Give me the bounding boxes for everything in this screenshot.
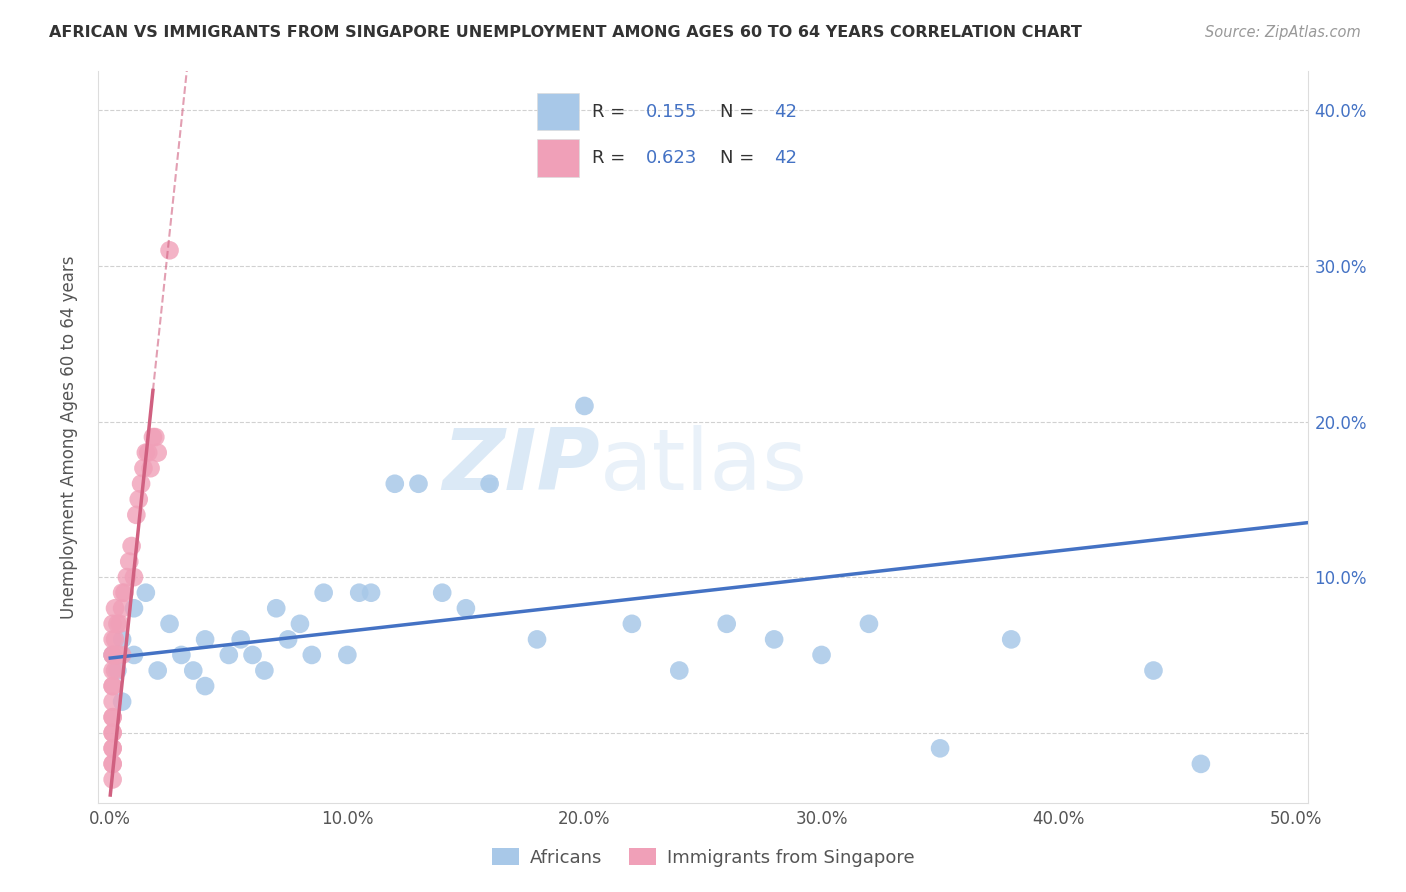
Point (136, 445, 159, 459)
Point (194, 679, 217, 693)
Point (159, 616, 181, 631)
Point (181, 664, 204, 678)
Point (146, 664, 169, 678)
Point (432, 585, 454, 599)
Point (104, 664, 127, 678)
Point (478, 476, 501, 491)
Point (1142, 664, 1164, 678)
Point (101, 741, 124, 756)
Point (668, 664, 690, 678)
Point (810, 648, 832, 662)
Point (360, 585, 382, 599)
Point (101, 648, 124, 662)
Point (129, 476, 152, 491)
Point (408, 476, 430, 491)
Legend: Africans, Immigrants from Singapore: Africans, Immigrants from Singapore (484, 841, 922, 874)
Point (146, 445, 169, 459)
Point (1189, 756, 1212, 771)
Point (101, 725, 124, 739)
Point (115, 570, 138, 584)
Point (101, 632, 124, 647)
Point (143, 430, 166, 444)
Point (111, 695, 134, 709)
Point (135, 585, 157, 599)
Point (104, 632, 127, 647)
Point (526, 632, 548, 647)
Y-axis label: Unemployment Among Ages 60 to 64 years: Unemployment Among Ages 60 to 64 years (59, 255, 77, 619)
Point (101, 756, 124, 771)
Point (139, 461, 162, 475)
Point (122, 601, 145, 615)
Point (135, 445, 157, 459)
Point (159, 244, 181, 258)
Point (101, 741, 124, 756)
Point (132, 461, 155, 475)
Point (288, 616, 311, 631)
Point (101, 695, 124, 709)
Point (929, 741, 952, 756)
Point (101, 756, 124, 771)
Point (858, 616, 880, 631)
Point (218, 648, 240, 662)
Point (114, 585, 136, 599)
Point (336, 648, 359, 662)
Point (101, 679, 124, 693)
Point (277, 632, 299, 647)
Point (101, 616, 124, 631)
Point (105, 616, 128, 631)
Point (312, 585, 335, 599)
Text: atlas: atlas (600, 425, 808, 508)
Point (122, 570, 145, 584)
Point (347, 585, 370, 599)
Point (194, 632, 217, 647)
Point (763, 632, 786, 647)
Point (122, 648, 145, 662)
Point (574, 399, 596, 413)
Point (101, 648, 124, 662)
Point (454, 601, 477, 615)
Point (125, 508, 148, 522)
Point (105, 664, 128, 678)
Point (384, 476, 406, 491)
Text: Source: ZipAtlas.com: Source: ZipAtlas.com (1205, 25, 1361, 40)
Text: ZIP: ZIP (443, 425, 600, 508)
Point (111, 601, 134, 615)
Point (105, 648, 128, 662)
Point (620, 616, 643, 631)
Point (170, 648, 193, 662)
Point (229, 632, 252, 647)
Point (1000, 632, 1022, 647)
Point (253, 664, 276, 678)
Point (128, 492, 150, 507)
Point (111, 648, 134, 662)
Point (101, 664, 124, 678)
Point (101, 725, 124, 739)
Point (104, 601, 127, 615)
Point (111, 585, 134, 599)
Point (118, 555, 141, 569)
Point (101, 648, 124, 662)
Point (121, 539, 143, 553)
Point (101, 710, 124, 724)
Point (142, 430, 165, 444)
Point (101, 679, 124, 693)
Point (111, 632, 134, 647)
Point (716, 616, 738, 631)
Point (264, 601, 287, 615)
Point (301, 648, 323, 662)
Point (108, 616, 131, 631)
Point (101, 710, 124, 724)
Point (101, 772, 124, 787)
Text: AFRICAN VS IMMIGRANTS FROM SINGAPORE UNEMPLOYMENT AMONG AGES 60 TO 64 YEARS CORR: AFRICAN VS IMMIGRANTS FROM SINGAPORE UNE… (49, 25, 1083, 40)
Point (242, 648, 264, 662)
